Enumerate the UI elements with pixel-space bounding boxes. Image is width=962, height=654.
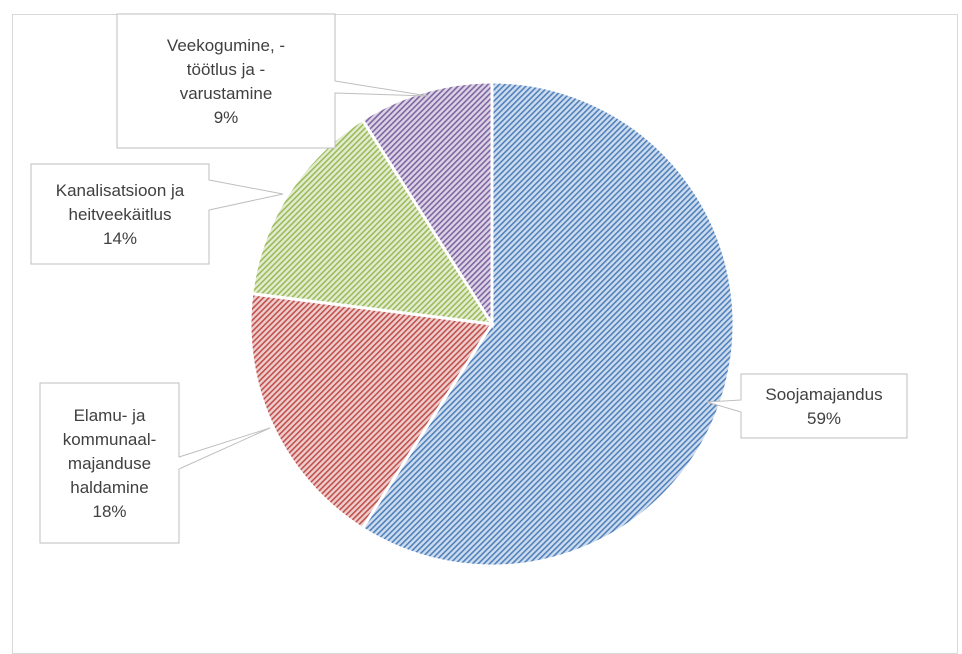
callout-box-kanalisatsioon (30, 163, 210, 265)
data-label-category-veekogumine: varustamine (180, 84, 273, 103)
pie-slice-kanalisatsioon (250, 117, 495, 326)
callout-leader-kanalisatsioon (208, 179, 284, 211)
callout-leader-veekogumine (334, 80, 429, 97)
data-label-category-elamu-ja-kommunaalmajanduse: majanduse (68, 454, 151, 473)
data-label-category-veekogumine: töötlus ja - (187, 60, 265, 79)
data-label-percent-veekogumine: 9% (214, 108, 239, 127)
data-label-category-veekogumine: Veekogumine, - (167, 36, 285, 55)
callout-leader-elamu-ja-kommunaalmajanduse (178, 427, 271, 470)
data-label-percent-kanalisatsioon: 14% (103, 229, 137, 248)
pie-slice-veekogumine (360, 80, 494, 330)
callout-box-soojamajandus (740, 373, 908, 439)
pie-chart: Soojamajandus 59% Elamu- ja kommunaal-majan… (30, 13, 908, 568)
pie-slice-soojamajandus (360, 80, 736, 568)
callout-leader-soojamajandus (706, 399, 742, 413)
data-label-category-kanalisatsioon: heitveekäitlus (68, 205, 171, 224)
data-label-category-elamu-ja-kommunaalmajanduse: kommunaal- (63, 430, 157, 449)
callout-box-veekogumine (116, 13, 336, 149)
pie-slice-elamu-ja-kommunaalmajanduse (248, 291, 495, 531)
callout-box-elamu-ja-kommunaalmajanduse (39, 382, 180, 544)
data-label-category-elamu-ja-kommunaalmajanduse: haldamine (70, 478, 148, 497)
data-label-category-soojamajandus: Soojamajandus (765, 385, 882, 404)
data-label-category-kanalisatsioon: Kanalisatsioon ja (56, 181, 185, 200)
data-label-percent-elamu-ja-kommunaalmajanduse: 18% (92, 502, 126, 521)
data-label-category-elamu-ja-kommunaalmajanduse: Elamu- ja (74, 406, 146, 425)
data-label-percent-soojamajandus: 59% (807, 409, 841, 428)
